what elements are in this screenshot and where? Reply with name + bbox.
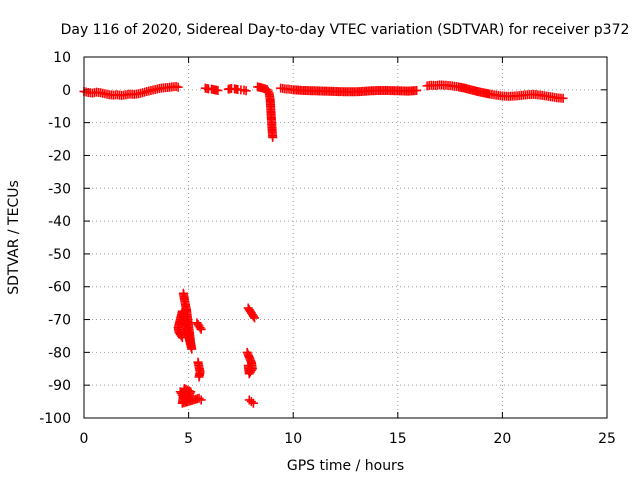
y-tick-label: -40 [48,214,71,230]
y-tick-label: -20 [48,148,71,164]
x-tick-label: 20 [493,431,511,447]
data-point [196,395,206,405]
axis-ticks [83,56,608,419]
x-tick-label: 5 [184,431,193,447]
plot-frame [83,56,608,419]
data-point [248,311,258,321]
data-point [213,85,223,95]
y-axis-label: SDTVAR / TECUs [6,180,22,295]
data-point [177,333,187,343]
data-point [243,360,253,370]
chart-title: Day 116 of 2020, Sidereal Day-to-day VTE… [61,22,630,38]
y-tick-label: 10 [53,50,71,66]
data-point [194,372,204,382]
x-tick-labels: 0 5 10 15 20 25 [80,431,616,447]
data-point [558,93,568,103]
x-tick-label: 10 [284,431,302,447]
data-point [412,85,422,95]
y-tick-label: -70 [48,313,71,329]
data-point [246,397,256,407]
y-tick-label: 0 [62,83,71,99]
y-tick-label: -10 [48,116,71,132]
y-tick-label: -90 [48,378,71,394]
data-point [195,323,205,333]
x-tick-label: 0 [80,431,89,447]
grid-lines [84,57,607,418]
data-points [79,80,568,408]
x-tick-label: 25 [598,431,616,447]
data-point [241,86,251,96]
y-tick-labels: 10 0 -10 -20 -30 -40 -50 -60 -70 -80 -90 -100 [39,50,71,427]
data-point [248,398,258,408]
x-axis-label: GPS time / hours [287,458,404,474]
y-tick-label: -30 [48,181,71,197]
y-tick-label: -50 [48,247,71,263]
data-point [268,132,278,142]
data-point [173,82,183,92]
y-tick-label: -60 [48,280,71,296]
y-tick-label: -80 [48,345,71,361]
x-tick-label: 15 [389,431,407,447]
y-tick-label: -100 [39,411,71,427]
data-point [176,331,186,341]
data-point [196,324,206,334]
data-point [249,313,259,323]
data-point [194,393,204,403]
